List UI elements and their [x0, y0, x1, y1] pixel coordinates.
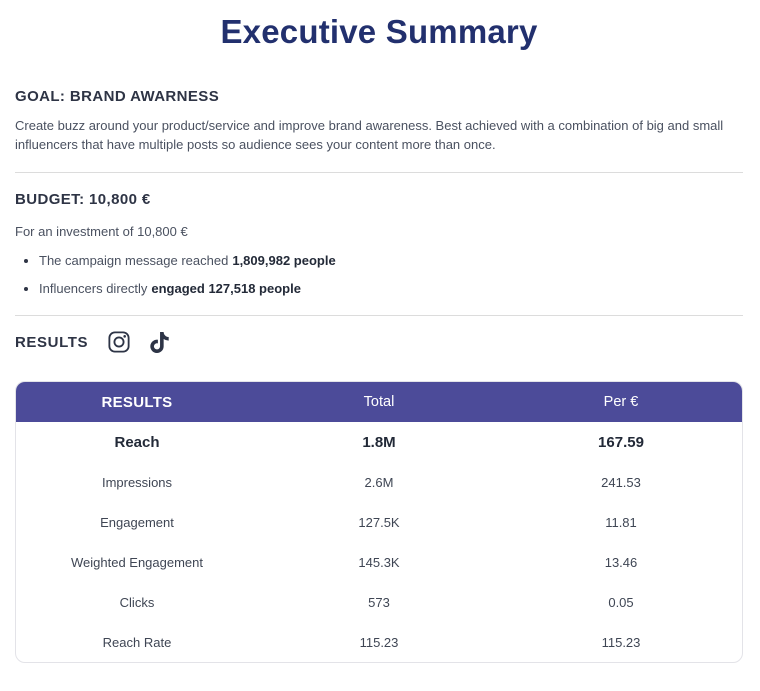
total-cell: 1.8M — [362, 433, 396, 451]
section-divider — [15, 315, 743, 316]
list-item: Influencers directly engaged 127,518 peop… — [15, 281, 743, 297]
metric-cell: Reach Rate — [102, 634, 172, 650]
table-row: Weighted Engagement 145.3K 13.46 — [16, 542, 742, 582]
table-row: Reach Rate 115.23 115.23 — [16, 622, 742, 662]
page-title: Executive Summary — [220, 13, 538, 50]
budget-intro: For an investment of 10,800 € — [15, 224, 188, 239]
budget-heading: BUDGET: 10,800 € — [15, 191, 151, 208]
table-row: Clicks 573 0.05 — [16, 582, 742, 622]
per-euro-cell: 11.81 — [605, 514, 637, 530]
total-cell: 115.23 — [359, 634, 399, 650]
list-item: The campaign message reached 1,809,982 pe… — [15, 253, 743, 269]
metric-cell: Engagement — [100, 514, 174, 530]
table-header-row: RESULTS Total Per € — [16, 382, 742, 422]
table-header-total: Total — [258, 382, 500, 422]
per-euro-cell: 13.46 — [604, 554, 638, 570]
metric-cell: Weighted Engagement — [70, 554, 204, 570]
metric-cell: Reach — [114, 433, 160, 451]
total-cell: 127.5K — [358, 514, 400, 530]
metric-cell: Clicks — [119, 594, 155, 610]
budget-bullet-list: The campaign message reached 1,809,982 pe… — [15, 253, 743, 297]
bullet-text: Influencers directly — [39, 281, 148, 296]
total-cell: 573 — [368, 594, 390, 610]
per-euro-cell: 0.05 — [608, 594, 634, 610]
goal-heading: GOAL: BRAND AWARNESS — [15, 88, 220, 105]
table-row: Reach 1.8M 167.59 — [16, 422, 742, 462]
per-euro-cell: 241.53 — [601, 474, 641, 490]
total-cell: 145.3K — [358, 554, 400, 570]
per-euro-cell: 167.59 — [598, 433, 644, 451]
results-heading: RESULTS — [15, 333, 89, 351]
per-euro-cell: 115.23 — [601, 634, 641, 650]
goal-description: Create buzz around your product/service … — [15, 118, 724, 152]
table-header-per-euro: Per € — [500, 382, 742, 422]
bullet-bold-text: engaged 127,518 people — [151, 281, 301, 296]
results-table: RESULTS Total Per € Reach 1.8M 167.59 Im… — [15, 381, 743, 663]
section-divider — [15, 172, 743, 173]
metric-cell: Impressions — [101, 474, 173, 490]
total-cell: 2.6M — [364, 474, 394, 490]
table-row: Impressions 2.6M 241.53 — [16, 462, 742, 502]
results-header-row: RESULTS — [15, 331, 743, 353]
bullet-bold-text: 1,809,982 people — [232, 253, 336, 268]
table-row: Engagement 127.5K 11.81 — [16, 502, 742, 542]
bullet-text: The campaign message reached — [39, 253, 229, 268]
instagram-icon — [108, 331, 130, 353]
table-header-results: RESULTS — [16, 382, 258, 422]
tiktok-icon — [150, 331, 169, 353]
